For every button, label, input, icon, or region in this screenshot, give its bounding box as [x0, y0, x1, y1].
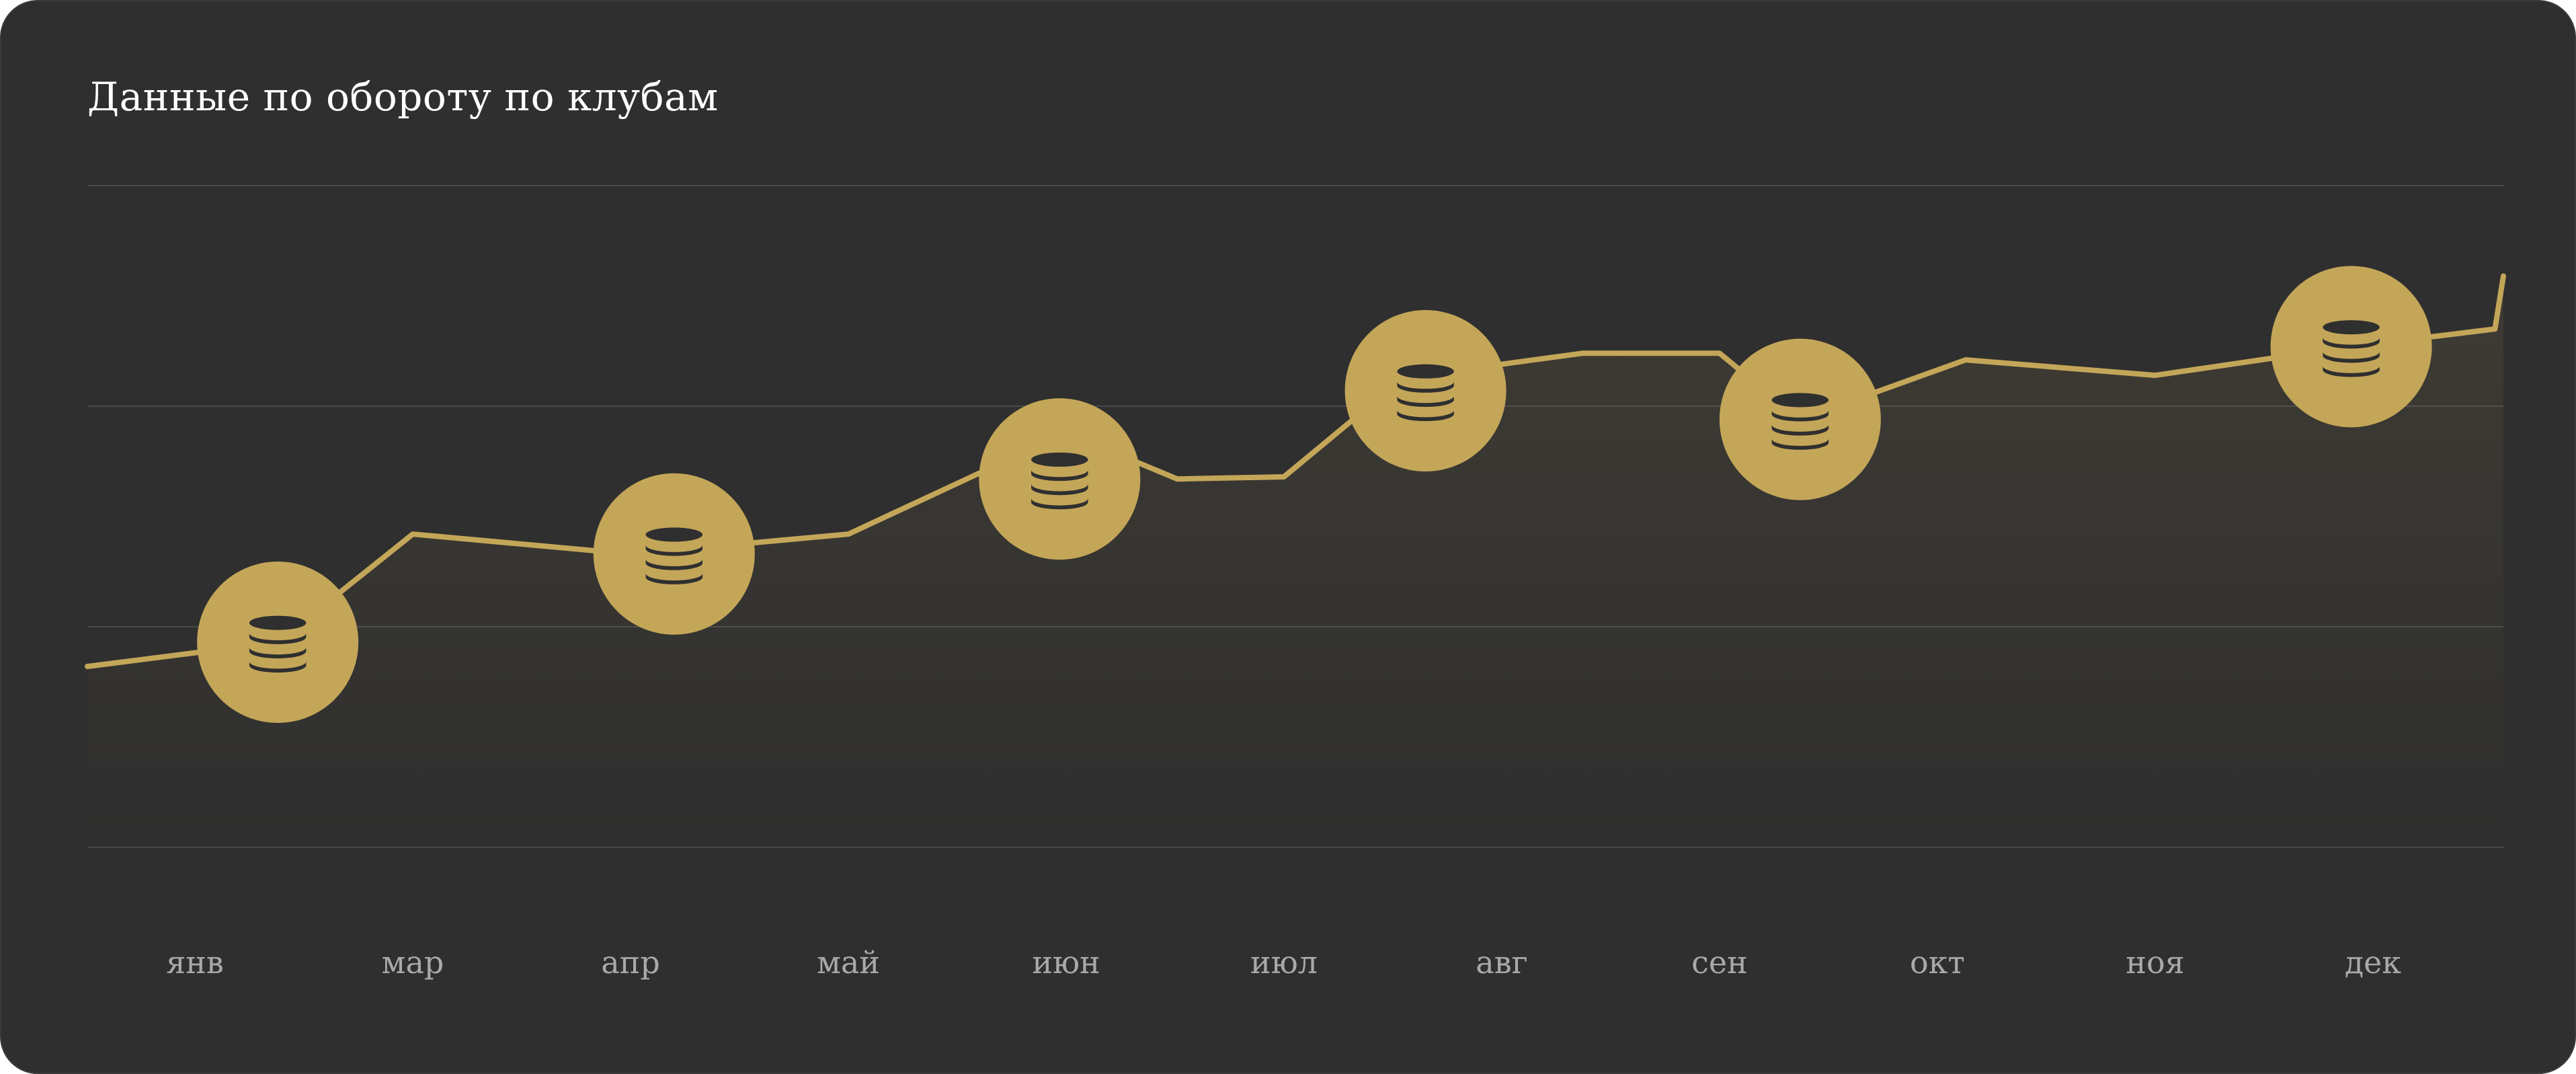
x-tick-label: янв — [166, 944, 224, 981]
x-tick-labels: янв мар апр май июн июл авг сен окт ноя дек — [166, 944, 2401, 981]
x-tick-label: июл — [1250, 944, 1318, 981]
area-fill — [87, 276, 2503, 847]
marker-point-1[interactable] — [197, 561, 359, 723]
marker-point-3[interactable] — [979, 398, 1141, 560]
markers — [197, 266, 2432, 723]
x-tick-label: июн — [1032, 944, 1100, 981]
marker-point-4[interactable] — [1344, 310, 1506, 472]
marker-point-6[interactable] — [2270, 266, 2432, 428]
x-tick-label: апр — [601, 944, 660, 981]
marker-point-2[interactable] — [593, 473, 755, 635]
x-tick-label: мар — [382, 944, 444, 981]
x-tick-label: май — [817, 944, 880, 981]
x-tick-label: окт — [1910, 944, 1965, 981]
x-tick-label: ноя — [2126, 944, 2184, 981]
x-tick-label: авг — [1476, 944, 1527, 981]
x-tick-label: сен — [1691, 944, 1748, 981]
marker-point-5[interactable] — [1719, 338, 1881, 500]
chart-title: Данные по обороту по клубам — [87, 74, 719, 120]
x-tick-label: дек — [2345, 944, 2402, 981]
